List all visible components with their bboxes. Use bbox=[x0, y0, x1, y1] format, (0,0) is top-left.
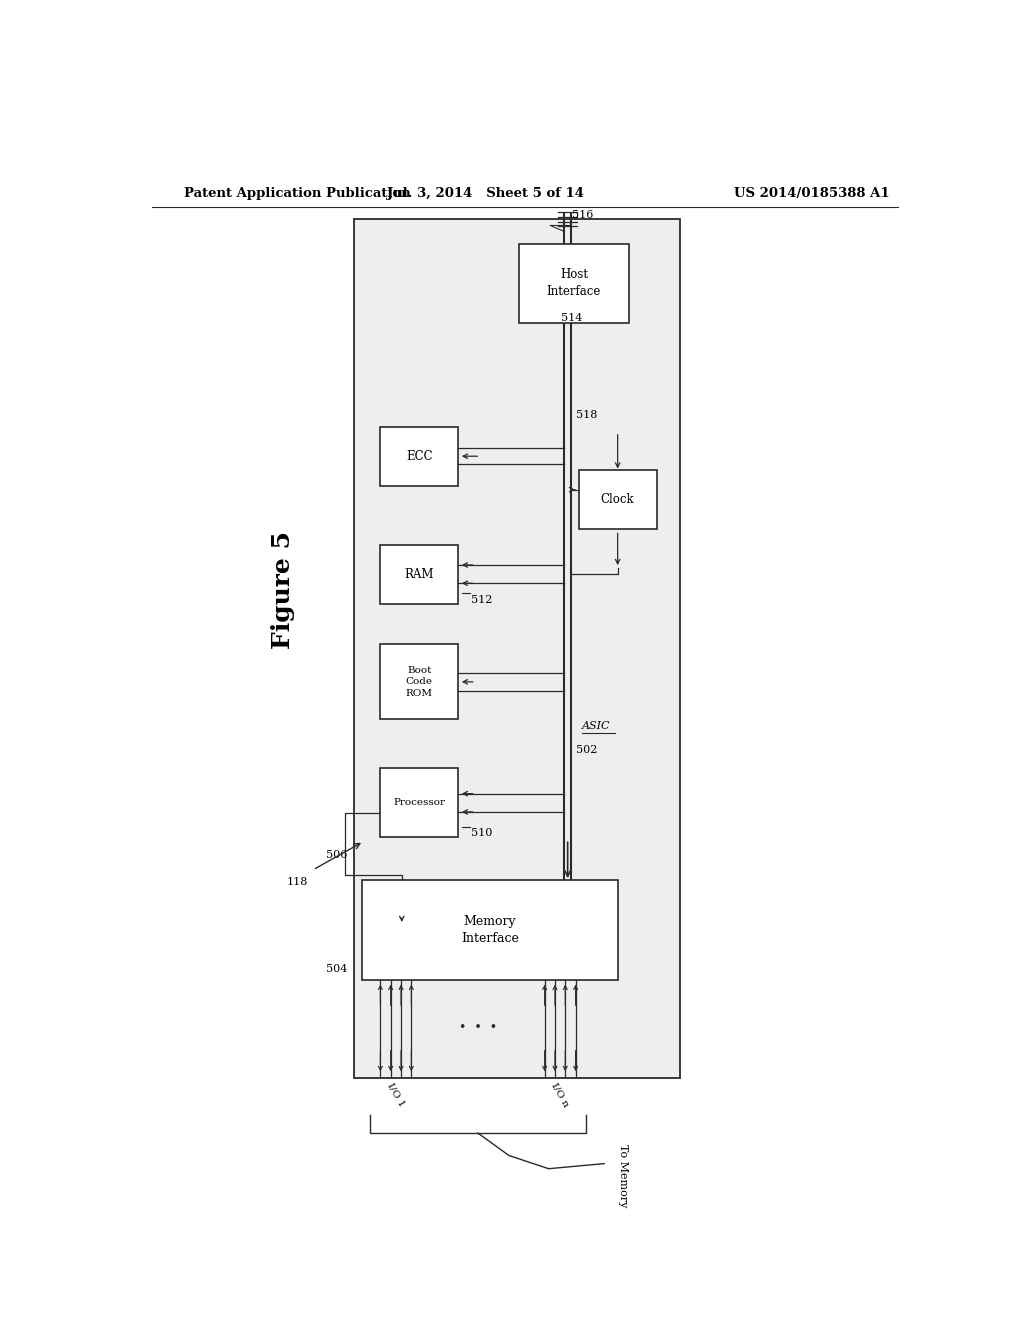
Text: 506: 506 bbox=[327, 850, 348, 859]
Bar bbox=[380, 545, 458, 603]
Text: I/O 1: I/O 1 bbox=[386, 1081, 407, 1109]
Text: 510: 510 bbox=[471, 828, 493, 838]
Text: Host
Interface: Host Interface bbox=[547, 268, 601, 298]
Bar bbox=[579, 470, 656, 529]
Bar bbox=[362, 880, 617, 979]
Text: 504: 504 bbox=[327, 965, 348, 974]
Text: Clock: Clock bbox=[601, 494, 635, 507]
Text: •  •  •: • • • bbox=[459, 1020, 497, 1034]
Text: To Memory: To Memory bbox=[618, 1144, 629, 1208]
Text: 516: 516 bbox=[572, 210, 594, 220]
Text: US 2014/0185388 A1: US 2014/0185388 A1 bbox=[734, 187, 890, 201]
Text: Memory
Interface: Memory Interface bbox=[461, 915, 519, 945]
Text: Patent Application Publication: Patent Application Publication bbox=[183, 187, 411, 201]
Text: RAM: RAM bbox=[404, 568, 434, 581]
Text: 514: 514 bbox=[560, 313, 582, 323]
Bar bbox=[380, 768, 458, 837]
Text: 118: 118 bbox=[287, 876, 308, 887]
Text: Boot
Code
ROM: Boot Code ROM bbox=[406, 665, 433, 698]
Text: 512: 512 bbox=[471, 594, 493, 605]
Bar bbox=[354, 219, 680, 1078]
Text: ASIC: ASIC bbox=[582, 721, 610, 730]
Text: ECC: ECC bbox=[406, 450, 432, 463]
Text: Figure 5: Figure 5 bbox=[270, 532, 295, 649]
Text: Jul. 3, 2014   Sheet 5 of 14: Jul. 3, 2014 Sheet 5 of 14 bbox=[387, 187, 584, 201]
Bar bbox=[380, 426, 458, 486]
Bar bbox=[380, 644, 458, 719]
Text: 518: 518 bbox=[575, 409, 597, 420]
Bar bbox=[519, 244, 629, 323]
Text: Processor: Processor bbox=[393, 799, 445, 808]
Text: 502: 502 bbox=[575, 744, 597, 755]
Text: I/O n: I/O n bbox=[549, 1081, 570, 1109]
